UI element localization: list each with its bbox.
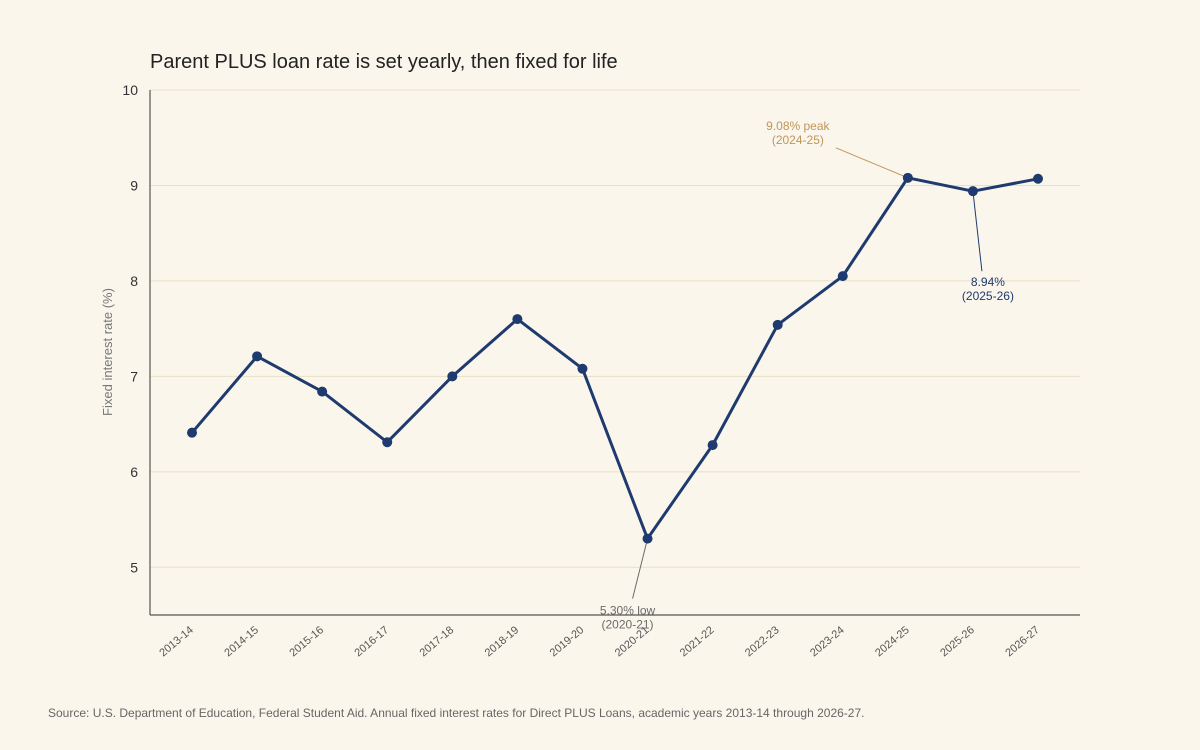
x-tick-label: 2019-20 (548, 624, 587, 659)
data-point (577, 363, 588, 374)
source-note: Source: U.S. Department of Education, Fe… (48, 706, 864, 720)
x-tick-label: 2022-23 (743, 624, 782, 659)
x-tick-label: 2018-19 (483, 624, 522, 659)
annotation-line: (2025-26) (962, 289, 1014, 303)
series-rate (187, 172, 1043, 544)
annotation-leaders (632, 147, 983, 599)
annotation-line: (2020-21) (602, 618, 654, 632)
gridlines (150, 89, 1080, 568)
data-point (967, 186, 978, 197)
data-point (187, 427, 197, 438)
low-annotation: 5.30% low (2020-21) (600, 604, 656, 632)
x-tick-label: 2015-16 (287, 624, 326, 659)
annotation-leader (835, 147, 909, 179)
x-tick-label: 2016-17 (353, 624, 392, 659)
x-tick-label: 2023-24 (808, 624, 847, 659)
y-tick-labels: 5 6 7 8 9 10 (122, 82, 138, 575)
chart-title: Parent PLUS loan rate is set yearly, the… (150, 51, 618, 73)
x-tick-label: 2014-15 (222, 624, 261, 659)
data-point (902, 172, 913, 183)
y-tick-label: 6 (130, 464, 138, 480)
peak-annotation: 9.08% peak (2024-25) (766, 119, 830, 147)
data-point (382, 437, 393, 448)
y-tick-label: 10 (122, 82, 138, 98)
x-tick-label: 2021-22 (678, 624, 717, 659)
y-tick-label: 9 (130, 177, 138, 193)
x-tick-label: 2017-18 (418, 624, 457, 659)
data-point (837, 271, 848, 282)
data-point (252, 351, 263, 362)
y-tick-label: 7 (130, 368, 138, 384)
data-point (707, 440, 718, 451)
annotation-leader (972, 191, 983, 272)
annotation-line: 9.08% peak (766, 119, 830, 133)
y-tick-label: 8 (130, 273, 138, 289)
data-point (512, 314, 523, 325)
y-tick-label: 5 (130, 559, 138, 575)
annotation-leader (632, 538, 649, 599)
x-tick-label: 2024-25 (873, 624, 912, 659)
annotations: 9.08% peak (2024-25) 8.94% (2025-26) 5.30% l… (600, 119, 1014, 632)
data-point (317, 386, 328, 397)
y-axis-label: Fixed interest rate (%) (100, 288, 115, 416)
series-line (190, 176, 1039, 541)
x-tick-label: 2026-27 (1003, 624, 1042, 659)
x-tick-label: 2013-14 (157, 624, 196, 659)
annotation-line: 8.94% (971, 275, 1005, 289)
x-tick-label: 2025-26 (938, 624, 977, 659)
data-point (1033, 173, 1043, 184)
axes (149, 90, 1080, 616)
x-tick-labels: 2013-14 2014-15 2015-16 2016-17 2017-18 2018-… (157, 624, 1042, 659)
data-point (642, 533, 653, 544)
annotation-line: (2024-25) (772, 133, 824, 147)
latest-annotation: 8.94% (2025-26) (962, 275, 1014, 303)
data-point (447, 371, 458, 382)
annotation-line: 5.30% low (600, 604, 656, 618)
data-point (772, 319, 783, 330)
